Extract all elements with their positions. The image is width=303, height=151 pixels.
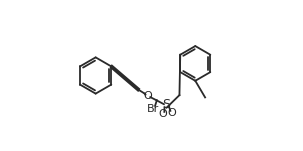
Text: S: S — [163, 98, 171, 111]
Text: O: O — [144, 91, 152, 101]
Text: O: O — [158, 109, 167, 119]
Text: O: O — [168, 108, 176, 118]
Text: Br: Br — [147, 104, 159, 114]
